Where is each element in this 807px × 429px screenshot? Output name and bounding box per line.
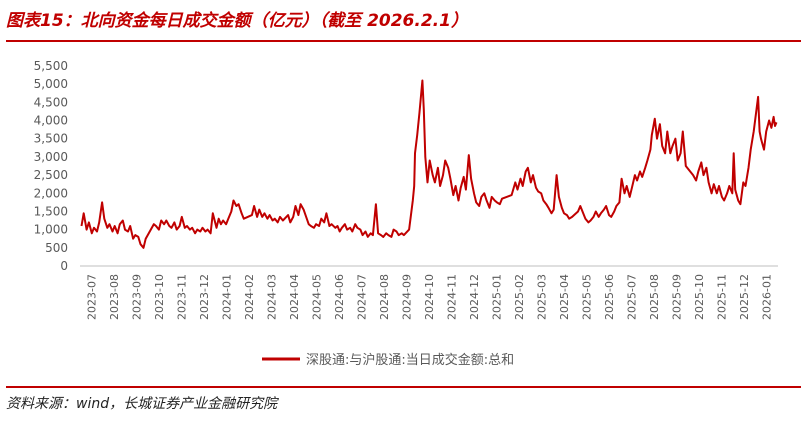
x-tick-label: 2025-08 (648, 274, 661, 320)
x-tick-label: 2023-08 (108, 274, 121, 320)
y-tick-label: 0 (60, 259, 68, 273)
y-tick-label: 2,500 (34, 168, 68, 182)
x-tick-label: 2025-03 (536, 274, 549, 320)
x-tick-label: 2025-11 (716, 274, 729, 320)
x-tick-label: 2025-02 (513, 274, 526, 320)
x-tick-label: 2023-09 (130, 274, 143, 320)
x-tick-label: 2024-08 (378, 274, 391, 320)
x-tick-label: 2025-01 (491, 274, 504, 320)
x-tick-label: 2025-12 (738, 274, 751, 320)
y-tick-label: 2,000 (34, 186, 68, 200)
x-tick-label: 2024-12 (468, 274, 481, 320)
x-tick-label: 2025-04 (558, 274, 571, 320)
x-tick-label: 2025-10 (693, 274, 706, 320)
x-tick-label: 2023-11 (175, 274, 188, 320)
source-note: 资料来源：wind，长城证券产业金融研究院 (6, 396, 278, 412)
x-tick-label: 2024-05 (310, 274, 323, 320)
line-chart: 0 500 1,000 1,500 2,000 2,500 3,000 3,500 4,000 4… (34, 59, 778, 368)
x-tick-label: 2024-10 (423, 274, 436, 320)
x-tick-label: 2024-07 (355, 274, 368, 320)
x-tick-label: 2024-03 (265, 274, 278, 320)
x-axis: 2023-07 2023-08 2023-09 2023-10 2023-11 2023-… (80, 265, 778, 320)
x-tick-label: 2025-09 (671, 274, 684, 320)
x-tick-label: 2023-07 (85, 274, 98, 320)
y-tick-label: 5,000 (34, 77, 68, 91)
y-tick-label: 1,000 (34, 223, 68, 237)
y-tick-label: 4,000 (34, 114, 68, 128)
legend-label: 深股通:与沪股通:当日成交金额:总和 (306, 352, 514, 368)
y-tick-label: 1,500 (34, 204, 68, 218)
footer-divider (6, 386, 801, 388)
y-tick-label: 3,500 (34, 132, 68, 146)
x-tick-label: 2025-05 (581, 274, 594, 320)
x-tick-label: 2024-01 (220, 274, 233, 320)
x-tick-label: 2024-04 (288, 274, 301, 320)
y-tick-label: 3,000 (34, 150, 68, 164)
y-tick-label: 500 (45, 241, 68, 255)
x-tick-label: 2024-11 (446, 274, 459, 320)
x-tick-label: 2024-09 (400, 274, 413, 320)
y-tick-label: 4,500 (34, 95, 68, 109)
x-tick-label: 2024-06 (333, 274, 346, 320)
x-tick-label: 2026-01 (761, 274, 774, 320)
series-line (80, 79, 778, 249)
y-tick-label: 5,500 (34, 59, 68, 73)
y-axis: 0 500 1,000 1,500 2,000 2,500 3,000 3,500 4,000 4… (34, 59, 68, 273)
x-tick-label: 2023-12 (198, 274, 211, 320)
x-tick-label: 2025-06 (603, 274, 616, 320)
series-layer (80, 79, 778, 249)
x-tick-label: 2023-10 (153, 274, 166, 320)
chart-title: 图表15：北向资金每日成交金额（亿元）（截至 2026.2.1） (6, 11, 468, 31)
legend: 深股通:与沪股通:当日成交金额:总和 (262, 352, 514, 368)
x-tick-label: 2024-02 (243, 274, 256, 320)
title-divider (6, 40, 801, 42)
x-tick-label: 2025-07 (626, 274, 639, 320)
